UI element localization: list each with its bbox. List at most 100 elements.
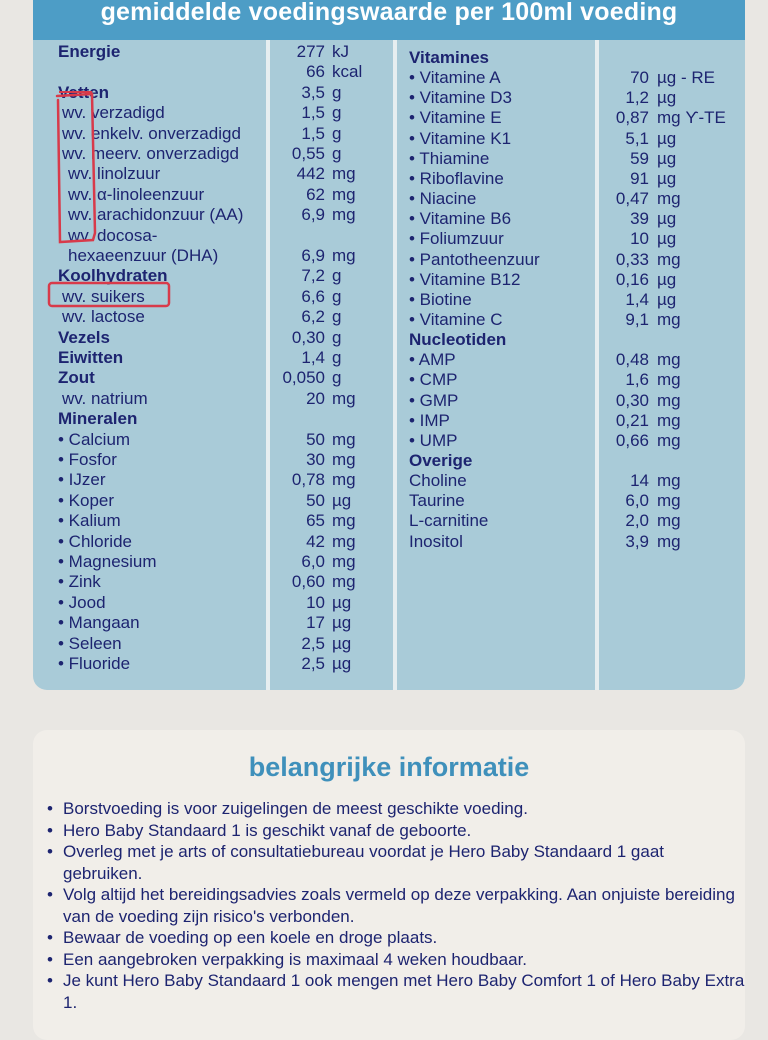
nutrient-unit: mg	[657, 410, 681, 430]
nutrient-unit: kcal	[332, 62, 363, 82]
nutrient-label: • Pantotheenzuur	[409, 249, 540, 269]
nutrient-label: • Mangaan	[58, 613, 140, 633]
nutrient-row: • Jood 10 µg	[33, 593, 745, 613]
nutrient-value: 6,0	[625, 491, 649, 511]
nutrient-value: 1,6	[625, 370, 649, 390]
nutrient-unit: µg	[332, 613, 352, 633]
nutrient-label: Mineralen	[58, 409, 138, 429]
nutrient-unit: mg	[332, 531, 356, 551]
nutrient-row: Nucleotiden	[33, 330, 745, 350]
nutrient-label: • Vitamine K1	[409, 128, 512, 148]
table-header-band: gemiddelde voedingswaarde per 100ml voed…	[33, 0, 745, 40]
nutrient-label: wv. natrium	[62, 388, 148, 408]
nutrient-unit: g	[332, 103, 342, 123]
nutrient-row: • Foliumzuur 10 µg	[33, 229, 745, 249]
nutrient-row: • Zink 0,60 mg	[33, 572, 745, 592]
nutrition-table: Energie 277 kJ 66 kcal Vetten 3,5 g wv. verzadig…	[33, 40, 745, 690]
nutrient-unit: mg	[657, 309, 681, 329]
nutrient-label: • Foliumzuur	[409, 229, 504, 249]
nutrient-row: • Vitamine B6 39 µg	[33, 209, 745, 229]
nutrient-row: Overige	[33, 451, 745, 471]
nutrient-label: • Calcium	[58, 429, 131, 449]
nutrient-unit: µg	[657, 229, 677, 249]
nutrient-label: Energie	[58, 42, 121, 61]
nutrient-value: 0,21	[615, 410, 649, 430]
nutrient-value: 2,5	[301, 633, 325, 653]
nutrient-label: wv. enkelv. onverzadigd	[62, 123, 241, 143]
nutrient-unit: mg	[657, 390, 681, 410]
nutrient-label: • UMP	[409, 430, 458, 450]
nutrient-value: 42	[306, 531, 325, 551]
nutrient-unit: mg	[657, 430, 681, 450]
nutrient-value: 50	[306, 429, 325, 449]
nutrient-value: 7,2	[301, 266, 325, 286]
nutrient-unit: µg	[657, 168, 677, 188]
nutrient-value: 1,5	[301, 103, 325, 123]
nutrient-value: 0,78	[291, 470, 325, 490]
column-divider	[595, 40, 599, 690]
nutrient-label: wv. arachidonzuur (AA)	[68, 205, 244, 225]
nutrient-value: 277	[296, 42, 325, 61]
nutrient-value: 2,5	[301, 654, 325, 673]
nutrient-unit: µg	[332, 654, 352, 673]
nutrient-row: • Vitamine E 0,87 mg ϒ-TE	[33, 108, 745, 128]
nutrient-value: 0,55	[291, 144, 325, 163]
nutrient-row: • Biotine 1,4 µg	[33, 290, 745, 310]
nutrient-unit: µg	[657, 128, 677, 148]
table-title: gemiddelde voedingswaarde per 100ml voed…	[100, 0, 678, 26]
nutrient-value: 3,9	[625, 531, 649, 551]
nutrient-label: • Magnesium	[58, 552, 157, 571]
nutrient-unit: mg	[657, 511, 681, 531]
nutrient-label: • Thiamine	[409, 148, 490, 168]
nutrient-label: • Riboflavine	[409, 168, 504, 188]
nutrient-label: • Fluoride	[58, 654, 131, 673]
nutrient-unit: g	[332, 123, 342, 143]
nutrient-unit: mg	[657, 471, 681, 491]
nutrient-label: • GMP	[409, 390, 459, 410]
nutrient-unit: mg	[657, 531, 681, 551]
nutrient-label: Eiwitten	[58, 348, 124, 367]
nutrient-row: • IMP 0,21 mg	[33, 411, 745, 431]
nutrient-value: 10	[306, 592, 325, 612]
nutrient-value: 14	[630, 471, 649, 491]
nutrient-unit: µg	[332, 633, 352, 653]
nutrient-value: 0,050	[282, 368, 325, 388]
nutrient-unit: mg	[657, 370, 681, 390]
nutrient-row: • IJzer 0,78 mg	[33, 470, 745, 490]
nutrient-row: L-carnitine 2,0 mg	[33, 511, 745, 531]
column-divider	[266, 40, 270, 690]
nutrient-unit: g	[332, 307, 342, 327]
nutrient-value: 1,5	[301, 123, 325, 143]
nutrient-label: Inositol	[409, 531, 463, 551]
nutrient-row: • Vitamine C 9,1 mg	[33, 310, 745, 330]
nutrient-label: Vitamines	[409, 48, 490, 67]
nutrient-label: Koolhydraten	[58, 266, 168, 286]
nutrient-row: wv. arachidonzuur (AA) 6,9 mg	[33, 205, 745, 225]
nutrient-row: wv. α-linoleenzuur 62 mg	[33, 185, 745, 205]
info-item: Bewaar de voeding op een koele en droge …	[47, 927, 745, 949]
nutrient-row: • Riboflavine 91 µg	[33, 169, 745, 189]
nutrient-label: hexaeenzuur (DHA)	[68, 246, 219, 265]
nutrient-row: • Calcium 50 mg	[33, 430, 745, 450]
nutrient-unit: µg	[332, 490, 352, 510]
nutrient-value: 59	[630, 148, 649, 168]
nutrient-unit: mg	[657, 189, 681, 209]
nutrient-value: 0,87	[615, 108, 649, 128]
nutrient-row: Mineralen	[33, 409, 745, 429]
nutrient-label: • Niacine	[409, 189, 477, 209]
nutrient-label: • Vitamine C	[409, 309, 503, 329]
nutrient-row: • Thiamine 59 µg	[33, 149, 745, 169]
nutrient-row: Energie 277 kJ	[33, 42, 745, 62]
nutrient-unit: mg	[657, 249, 681, 269]
nutrient-unit: kJ	[332, 42, 349, 61]
nutrient-label: wv. α-linoleenzuur	[68, 184, 205, 204]
nutrient-label: wv. lactose	[62, 307, 145, 327]
nutrient-unit: µg - RE	[657, 68, 715, 88]
info-item: Overleg met je arts of consultatiebureau…	[47, 841, 745, 884]
nutrient-value: 0,48	[615, 350, 649, 370]
nutrient-row: Zout 0,050 g	[33, 368, 745, 388]
nutrient-row: wv. lactose 6,2 g	[33, 307, 745, 327]
nutrient-value: 66	[306, 62, 325, 82]
nutrient-value: 6,2	[301, 307, 325, 327]
nutrient-unit: µg	[332, 592, 352, 612]
